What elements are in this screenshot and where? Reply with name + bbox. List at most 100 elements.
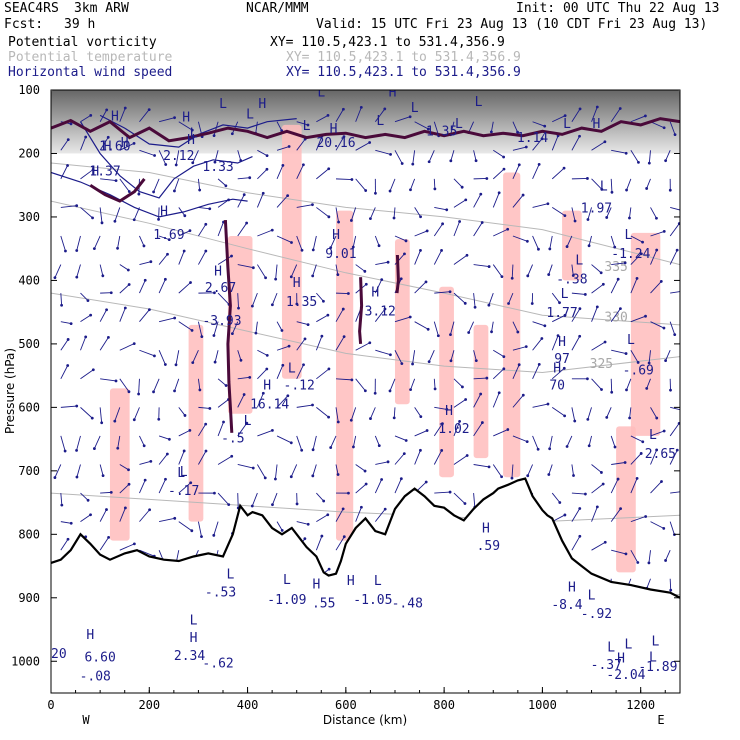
- wind-vector: [237, 464, 254, 469]
- wind-vector-head: [524, 145, 528, 149]
- wind-vector: [139, 309, 150, 322]
- wind-vector: [670, 291, 680, 294]
- wind-vector-head: [92, 247, 96, 251]
- wind-vector: [393, 407, 396, 418]
- pv-extremum-label: L: [283, 573, 291, 588]
- wind-vector-head: [113, 219, 117, 223]
- pv-extremum-label: 1.33: [202, 160, 233, 175]
- wind-vector: [158, 279, 166, 294]
- wind-vector: [374, 435, 380, 446]
- wind-vector-head: [388, 189, 392, 193]
- wind-vector: [370, 207, 376, 219]
- west-label: W: [82, 713, 90, 727]
- wind-vector: [214, 350, 219, 363]
- wind-vector: [296, 138, 306, 151]
- wind-vector-head: [599, 271, 603, 275]
- wind-speed-shading: [188, 324, 204, 522]
- wind-vector: [566, 235, 573, 247]
- wind-vector: [60, 165, 68, 180]
- wind-vector-head: [149, 459, 153, 463]
- wind-vector-head: [100, 421, 104, 425]
- wind-vector: [552, 115, 566, 123]
- wind-vector: [99, 109, 108, 122]
- wind-vector-head: [386, 460, 390, 464]
- wind-vector-head: [359, 105, 363, 109]
- wind-vector: [665, 550, 671, 561]
- wind-vector-head: [188, 428, 192, 432]
- wind-vector-head: [563, 114, 567, 118]
- wind-vector: [670, 206, 680, 211]
- pv-extremum-label: -.12: [284, 379, 315, 394]
- wind-vector-head: [280, 528, 284, 532]
- wind-vector: [296, 121, 309, 126]
- wind-vector-head: [374, 191, 377, 195]
- wind-vector: [610, 235, 616, 248]
- pv-thick-contour: [358, 277, 364, 345]
- wind-vector-head: [364, 282, 368, 286]
- wind-vector-head: [487, 465, 491, 469]
- wind-vector-head: [628, 216, 631, 220]
- wind-vector: [453, 399, 466, 408]
- wind-vector-head: [408, 315, 412, 319]
- wind-vector-head: [86, 498, 90, 502]
- wind-vector-head: [188, 229, 192, 233]
- wind-vector-head: [562, 366, 566, 370]
- wind-vector: [99, 264, 104, 276]
- wind-vector: [669, 223, 680, 237]
- wind-vector-head: [84, 135, 88, 139]
- wind-vector: [335, 178, 352, 180]
- wind-vector: [591, 283, 604, 294]
- wind-vector-head: [123, 506, 127, 510]
- wind-vector-head: [464, 198, 468, 202]
- wind-vector: [532, 121, 545, 127]
- wind-vector-head: [289, 275, 293, 279]
- wind-vector: [650, 321, 665, 329]
- wind-vector-head: [578, 534, 582, 538]
- wind-vector: [670, 491, 680, 494]
- wind-vector-head: [392, 216, 396, 220]
- wind-vector: [571, 292, 586, 295]
- wind-vector-head: [409, 188, 412, 192]
- wind-vector: [315, 535, 323, 551]
- wind-vector-head: [673, 333, 677, 337]
- wind-vector: [158, 253, 168, 265]
- wind-vector: [394, 453, 405, 465]
- wind-vector: [312, 464, 317, 476]
- wind-vector: [650, 521, 664, 529]
- wind-vector-head: [107, 535, 110, 539]
- wind-vector-head: [93, 447, 96, 450]
- wind-vector-head: [682, 210, 685, 213]
- wind-vector-head: [419, 215, 422, 219]
- wind-vector: [571, 492, 586, 495]
- wind-vector-head: [336, 273, 340, 277]
- wind-vector: [119, 543, 135, 551]
- wind-vector: [335, 264, 339, 275]
- wind-vector: [276, 521, 283, 531]
- wind-vector-head: [105, 108, 109, 112]
- wind-vector: [428, 350, 435, 362]
- wind-vector: [355, 178, 367, 191]
- wind-vector: [414, 281, 427, 294]
- pv-extremum-label: L: [180, 465, 188, 480]
- wind-vector: [548, 464, 553, 475]
- pv-extremum-label: H: [263, 379, 271, 394]
- wind-vector: [213, 121, 219, 136]
- wind-vector-head: [227, 198, 230, 202]
- pv-extremum-label: 20.16: [316, 136, 355, 151]
- wind-vector-head: [660, 480, 663, 483]
- wind-vector-head: [449, 359, 453, 363]
- wind-vector-head: [673, 133, 677, 137]
- wind-vector: [394, 116, 411, 123]
- wind-vector: [532, 235, 539, 250]
- wind-vector-head: [548, 447, 552, 451]
- wind-vector: [450, 321, 455, 335]
- wind-vector-head: [440, 449, 444, 452]
- wind-vector-head: [409, 388, 412, 392]
- wind-vector: [80, 336, 87, 351]
- wind-vector: [630, 150, 639, 163]
- wind-vector-head: [586, 177, 589, 180]
- x-tick-label: 1000: [528, 698, 557, 712]
- wind-vector-head: [327, 167, 331, 171]
- wind-vector-head: [624, 552, 628, 556]
- wind-vector: [669, 423, 680, 437]
